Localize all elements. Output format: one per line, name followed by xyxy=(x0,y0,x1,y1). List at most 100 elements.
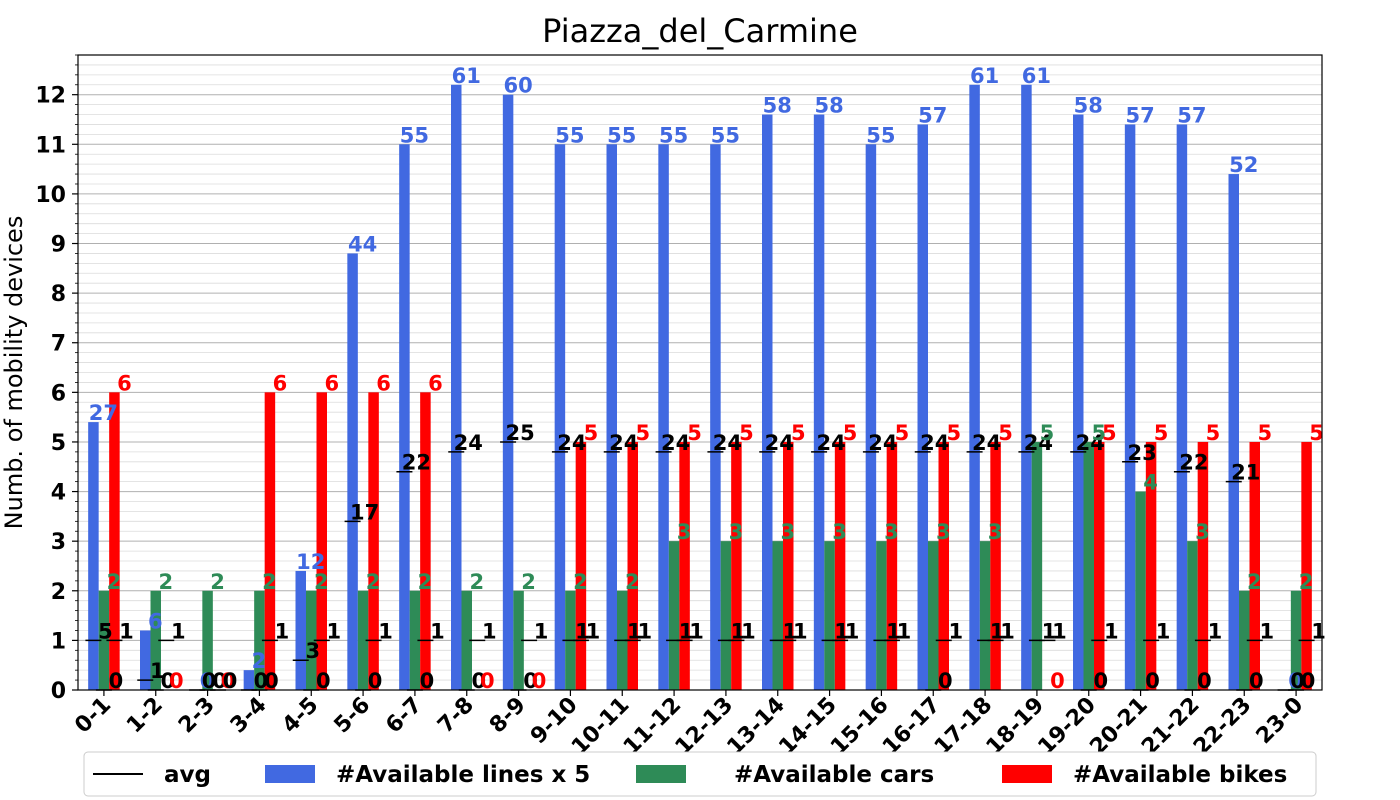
value-label: 2 xyxy=(107,570,122,594)
value-label: 5 xyxy=(1040,421,1055,445)
y-tick-label: 0 xyxy=(51,679,66,704)
avg-label: 1 xyxy=(586,619,601,643)
value-label: 5 xyxy=(687,421,702,445)
value-label: 55 xyxy=(400,123,429,147)
avg-label: 1 xyxy=(430,619,445,643)
value-label: 2 xyxy=(469,570,484,594)
y-axis-label: Numb. of mobility devices xyxy=(0,216,28,530)
legend-cars-label: #Available cars xyxy=(734,762,934,788)
bikes-bar xyxy=(731,441,742,690)
bikes-bar xyxy=(264,392,276,690)
avg-label: 24 xyxy=(920,431,949,455)
value-label: 5 xyxy=(1154,421,1169,445)
value-label: 12 xyxy=(296,550,325,574)
value-label: 5 xyxy=(843,421,858,445)
avg-label: 1 xyxy=(1000,619,1015,643)
avg-label: 1 xyxy=(886,619,901,643)
cars-bar xyxy=(1239,590,1250,690)
value-label: 0 xyxy=(1050,669,1065,693)
y-tick-label: 8 xyxy=(51,282,66,307)
x-tick-label: 16-17 xyxy=(878,693,945,760)
value-label: 3 xyxy=(988,520,1003,544)
value-label: 2 xyxy=(262,570,277,594)
avg-label: 24 xyxy=(816,431,845,455)
cars-bar xyxy=(1135,491,1146,690)
avg-label: 0 xyxy=(254,669,269,693)
avg-label: 1 xyxy=(793,619,808,643)
bikes-bar xyxy=(627,441,638,690)
x-tick-label: 1-2 xyxy=(122,693,168,739)
value-label: 2 xyxy=(252,649,267,673)
x-tick-label: 6-7 xyxy=(381,693,427,739)
avg-label: 21 xyxy=(1231,461,1260,485)
value-label: 0 xyxy=(1288,669,1303,693)
value-label: 2 xyxy=(573,570,588,594)
value-label: 5 xyxy=(1257,421,1272,445)
avg-label: 24 xyxy=(868,431,897,455)
bikes-bar xyxy=(1301,441,1312,690)
value-label: 0 xyxy=(221,669,236,693)
bikes-bar xyxy=(316,392,327,690)
value-label: 2 xyxy=(1299,570,1314,594)
avg-label: 1 xyxy=(575,619,590,643)
bikes-bar xyxy=(575,441,587,690)
lines-bar xyxy=(1228,174,1239,690)
value-label: 2 xyxy=(1247,570,1262,594)
avg-label: 1 xyxy=(275,619,290,643)
avg-label: 0 xyxy=(1145,669,1160,693)
value-label: 6 xyxy=(148,609,163,633)
x-tick-label: 4-5 xyxy=(278,693,324,739)
bikes-bar xyxy=(886,441,898,690)
cars-bar xyxy=(98,590,110,690)
avg-label: 0 xyxy=(1290,669,1305,693)
bikes-bar xyxy=(679,441,690,690)
value-label: 2 xyxy=(521,570,536,594)
value-label: 6 xyxy=(324,371,339,395)
value-label: 5 xyxy=(791,421,806,445)
avg-label: 1 xyxy=(897,619,912,643)
avg-label: 0 xyxy=(109,669,124,693)
value-label: 55 xyxy=(659,123,688,147)
avg-label: 0 xyxy=(1093,669,1108,693)
grid-lines xyxy=(78,54,1322,691)
avg-label: 1 xyxy=(1311,619,1326,643)
avg-label: 0 xyxy=(212,669,227,693)
avg-label: 0 xyxy=(938,669,953,693)
cars-bar xyxy=(202,590,213,690)
avg-label: 1 xyxy=(1156,619,1171,643)
cars-bar xyxy=(461,590,472,690)
lines-bar xyxy=(658,144,669,690)
avg-label: 24 xyxy=(713,431,742,455)
value-label: 58 xyxy=(763,94,792,118)
bikes-bar xyxy=(1145,441,1157,690)
value-label: 5 xyxy=(635,421,650,445)
avg-label: 0 xyxy=(1301,669,1316,693)
avg-label: 25 xyxy=(505,421,534,445)
cars-bar xyxy=(772,541,783,690)
value-label: 0 xyxy=(169,669,184,693)
avg-label: 1 xyxy=(990,619,1005,643)
legend-lines-label: #Available lines x 5 xyxy=(336,762,590,788)
avg-label: 0 xyxy=(202,669,217,693)
lines-bar xyxy=(969,84,980,690)
x-tick-label: 5-6 xyxy=(330,693,376,739)
y-tick-label: 7 xyxy=(51,332,66,357)
cars-bar xyxy=(254,590,265,690)
y-tick-label: 12 xyxy=(35,84,66,109)
lines-bar xyxy=(88,422,99,690)
cars-bar xyxy=(306,590,317,690)
cars-bar xyxy=(1290,590,1302,690)
y-tick-label: 4 xyxy=(51,481,66,506)
avg-label: 1 xyxy=(948,619,963,643)
value-label: 5 xyxy=(1102,421,1117,445)
avg-label: 1 xyxy=(731,619,746,643)
lines-bar xyxy=(347,253,358,690)
value-label: 58 xyxy=(814,94,843,118)
value-label: 5 xyxy=(946,421,961,445)
value-label: 55 xyxy=(555,123,584,147)
x-tick-label: 15-16 xyxy=(826,693,893,760)
avg-label: 1 xyxy=(679,619,694,643)
avg-label: 1 xyxy=(637,619,652,643)
lines-bar xyxy=(1176,124,1188,690)
